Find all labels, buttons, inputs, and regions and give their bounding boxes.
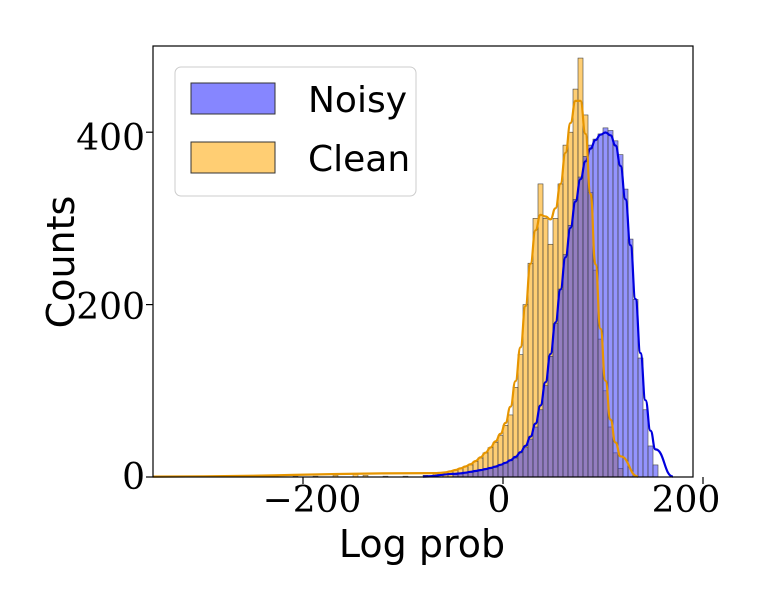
noisy-bar — [532, 426, 539, 478]
noisy-bar — [502, 462, 509, 478]
axis-ticks — [146, 131, 704, 484]
noisy-bar — [527, 438, 534, 478]
noisy-bar — [572, 199, 579, 478]
noisy-bar — [512, 457, 519, 478]
x-tick-label-neg200: −200 — [263, 480, 362, 521]
x-tick-label-0: 0 — [488, 480, 511, 521]
legend: Noisy Clean — [174, 66, 417, 197]
noisy-bar — [557, 288, 564, 478]
noisy-bar — [522, 447, 529, 478]
y-tick-label-200: 200 — [76, 287, 145, 328]
noisy-bar — [542, 385, 549, 478]
noisy-bar — [517, 452, 524, 478]
noisy-bar — [622, 188, 629, 478]
y-axis-label: Counts — [39, 196, 83, 329]
noisy-bar — [537, 409, 544, 478]
legend-swatch-clean — [190, 141, 276, 174]
noisy-bar — [492, 466, 499, 478]
noisy-bar — [642, 409, 649, 478]
noisy-bar — [617, 154, 624, 478]
noisy-kde-line — [422, 131, 674, 478]
noisy-bar — [552, 323, 559, 478]
kde-curves — [152, 99, 674, 478]
x-axis-label: Log prob — [339, 522, 505, 566]
noisy-bar — [647, 445, 654, 478]
noisy-bar — [487, 468, 494, 478]
noisy-bar — [592, 138, 599, 478]
noisy-bar — [507, 460, 514, 478]
legend-label-clean: Clean — [308, 139, 410, 180]
noisy-bar — [652, 464, 659, 478]
noisy-bar — [602, 127, 609, 478]
y-tick-label-0: 0 — [122, 457, 145, 498]
legend-swatch-noisy — [190, 82, 276, 115]
x-tick-label-200: 200 — [652, 480, 721, 521]
noisy-bar — [577, 176, 584, 478]
plot-frame — [152, 45, 694, 478]
noisy-bar — [497, 464, 504, 478]
noisy-bar — [547, 356, 554, 478]
noisy-bar — [612, 140, 619, 478]
noisy-bar — [567, 224, 574, 478]
noisy-bar — [562, 254, 569, 478]
noisy-bar — [582, 156, 589, 478]
y-tick-label-400: 400 — [76, 118, 145, 159]
clean-kde-line — [152, 99, 639, 478]
legend-label-noisy: Noisy — [308, 80, 407, 121]
